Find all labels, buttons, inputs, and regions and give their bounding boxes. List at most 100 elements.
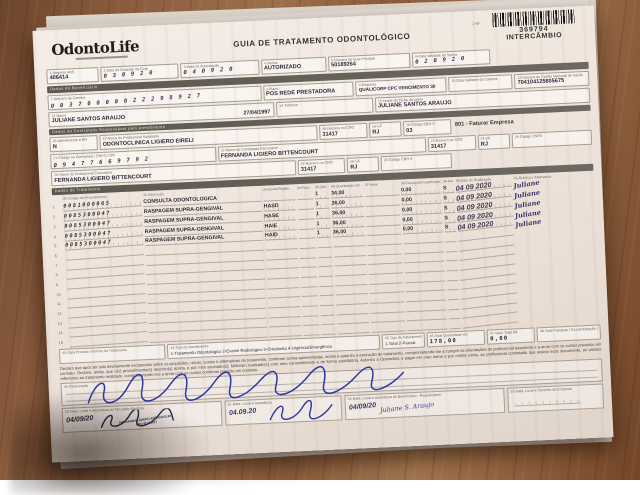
field-cartao-nacional-saude: 12-Número do Cartão Nacional de Saúde 70… [514,70,590,89]
quantity-us: 36,00 [332,228,366,238]
row-number: 15 [58,341,64,346]
dentist-stamp: FERNANDA LIGIERO BITTENCOURT CRO-RJ 3141… [119,414,173,429]
field-data-emissao: 2-Data de Emissão da Guia 0 3 0 9 2 0 [100,63,180,82]
quantity [321,333,336,336]
field-value: 31417 [322,130,339,138]
col-header-aut: 39-Aut [442,178,454,184]
barcode-number-label: 2-Nº [472,21,480,26]
signature-box-beneficiary: 52-Data, Local e Assinatura do Beneficiá… [344,388,506,421]
field-label: 11-Data Validade da Carteira [451,76,498,83]
tooth-region: HASD [263,202,296,212]
row-number: 6 [54,254,57,259]
field-plano: 8-Plano POS REDE PRESTADORA [262,81,355,101]
col-header-face: 34-Face [296,185,310,190]
signature-box-executor: 51-Data, Local e Assinatura 04.09.20 [224,395,343,426]
tooth-region: HASE [264,212,297,222]
authorized-flag: S [443,204,456,214]
field-value: 31417 [430,142,447,150]
field-data-autorizacao: 3-Data de Autorização 0 4 0 9 2 0 [180,59,260,79]
field-empresa: 9-Empresa QUALICORP CPC VENCIMENTO 30 [355,76,447,96]
row-number: 5 [54,244,57,249]
row-number: 10 [56,292,61,297]
field-cro-solicitante: 18-Número no CRO 31417 [318,123,368,141]
field-value: AUTORIZADO [263,64,302,72]
field-senha: 4-Senha AUTORIZADO [260,56,327,75]
quantity-us [337,332,370,335]
quantity: 1 [315,191,330,200]
quantity-us: 36,00 [332,218,365,229]
field-label: 48-Total Franquia / Co-participação R$ [539,326,598,334]
col-header-qtd: 35-Qtd [314,184,326,190]
row-number: 1 [52,205,55,210]
barcode-block: 2-Nº 369794 INTERCÂMBIO [473,9,583,42]
photo-background: OdontoLife GUIA DE TRATAMENTO ODONTOLÓGI… [0,0,640,480]
col-header [52,197,61,201]
row-number: 11 [56,302,61,307]
authorized-flag: S [444,214,456,224]
handwritten-date: 04.09.20 [228,407,257,418]
field-registro-ans: 1-Registro ANS 406414 [46,67,100,85]
face [303,334,320,337]
row-number: 2 [52,215,56,220]
field-value: 31417 [300,165,317,173]
authorized-flag: S [444,224,457,233]
row-number: 12 [57,311,62,317]
quantity-us: 36,00 [331,208,365,219]
field-valor-total: 47-Valor Total R$ 0,00 [486,327,536,345]
field-label: 43-Data Prevista Término do Tratamento [62,348,128,356]
quantity-us: 34,00 [331,189,364,200]
field-value: 406414 [49,74,69,82]
row-number: 3 [53,224,56,230]
quantity: 1 [315,200,330,210]
field-telefone: 14-Telefone [275,97,374,117]
field-guia-principal: 5-Número da Guia Principal 50189264 [327,52,411,72]
field-label: 14-Telefone [278,102,298,108]
field-value: RJ [480,141,489,148]
authorized-flag: S [442,185,455,194]
field-label: 49-Observação [63,383,89,390]
handwritten-date: 04/09/20 [348,402,377,412]
field-total-franquia: 48-Total Franquia / Co-participação R$ [536,324,602,343]
field-label: 29-Código CBO S [383,157,413,163]
birth-date: 27/04/1997 [243,108,271,117]
empty-date-comb [514,397,581,407]
row-number: 4 [53,234,57,239]
row-number: 14 [58,331,63,336]
row-number: 9 [55,283,59,288]
row-number: 13 [57,321,63,326]
field-cnes: 25-Código CNES [511,129,593,149]
field-atendimento-rn: 16-Atendimento a RN N [49,135,98,153]
value [371,330,406,333]
field-uf-profissional: 28-UF RJ [346,156,380,174]
field-cro-profissional: 27-Número no CRO 31417 [297,158,346,176]
signature-box-dentist: 50-Data, Local e Assinatura do Cirurgião… [61,400,223,434]
field-validade-carteira: 11-Data Validade da Carteira [448,73,513,92]
form-title: GUIA DE TRATAMENTO ODONTOLÓGICO [233,31,411,49]
field-validade-senha: 6-Data Validade da Senha 0 2 0 9 2 0 [412,49,491,68]
field-value: 0,00 [490,335,509,343]
field-value: 1-Total 2-Parcial [384,339,416,346]
tooth-region [269,335,302,338]
authorized-flag: S [443,195,455,204]
handwritten-date: 04/09/20 [65,415,94,425]
quantity: 1 [316,220,331,229]
field-value: RJ [350,163,358,171]
field-cbos-solicitante: 20-Código CBO S 03 [402,119,452,137]
field-label: 25-Código CNES [514,134,543,140]
procedure-table-body: 1 0081000065 CONSULTA ODONTOLOGICA 1 34,… [52,177,600,348]
field-uf-solicitante: 19-UF RJ [368,121,402,138]
quantity-us: 36,00 [331,199,364,209]
field-tipo-faturamento: 45-Tipo de Faturamento 1-Total 2-Parcial [381,332,425,350]
quantity: 1 [316,229,332,239]
field-value: RJ [372,128,380,136]
row-number: 7 [55,263,58,268]
row-number: 8 [55,273,58,278]
field-cbos-profissional: 29-Código CBO S [380,153,453,172]
authorized-flag [449,327,461,330]
tooth-region: HAIE [264,221,297,232]
field-total-quantidade-us: 46-Total Quantidade US 178,00 [426,329,486,348]
signature-box-company: 53-Data, Local e Carimbo da Empresa [507,383,605,413]
gto-form-paper: OdontoLife GUIA DE TRATAMENTO ODONTOLÓGI… [32,5,614,463]
tooth-region: HAID [264,231,298,241]
field-cro-executante: 23-Número no CRO 31417 [427,135,477,153]
